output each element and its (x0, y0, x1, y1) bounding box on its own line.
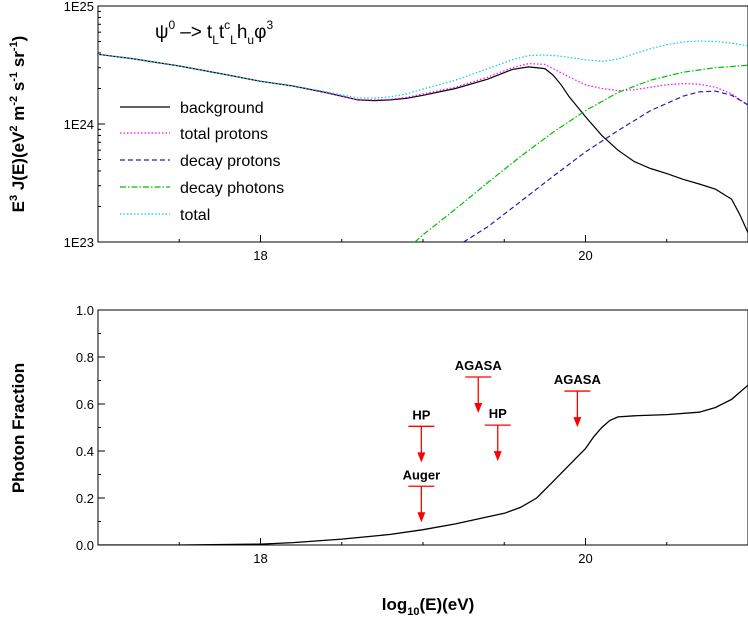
bottom-y-axis-title: Photon Fraction (9, 363, 28, 493)
bottom-x-tick-label: 20 (578, 551, 592, 566)
series-line-decay-photons (414, 64, 748, 242)
top-panel: 18 20 1E23 1E24 1E25 ψ0 –> tLtcLhuφ3 backgroun… (8, 0, 748, 263)
top-y-axis-title: E3 J(E)(eV2 m-2 s-1 sr-1) (8, 36, 28, 213)
top-x-tick-label: 18 (253, 248, 267, 263)
upper-limits: Auger HP AGASA HP AGASA (403, 358, 602, 523)
upper-limit-agasa: AGASA (554, 372, 602, 428)
top-x-tick-label: 20 (578, 248, 592, 263)
upper-limit-label: HP (489, 406, 507, 421)
bottom-y-tick-label: 0.8 (76, 350, 94, 365)
upper-limit-label: Auger (403, 467, 441, 482)
top-series (98, 40, 748, 242)
top-y-tick-label: 1E25 (64, 0, 94, 14)
upper-limit-hp: HP (408, 407, 435, 463)
series-line-background (98, 53, 748, 233)
top-ticks: 18 20 1E23 1E24 1E25 (64, 0, 668, 263)
upper-limit-arrowhead (493, 451, 502, 462)
upper-limit-arrowhead (417, 452, 426, 463)
bottom-panel: 18 20 0.0 0.2 0.4 0.6 0.8 1.0 Auger HP AGASA HP AGA… (9, 303, 748, 618)
bottom-y-tick-label: 0.2 (76, 491, 94, 506)
bottom-y-tick-label: 0.6 (76, 397, 94, 412)
bottom-ticks: 18 20 0.0 0.2 0.4 0.6 0.8 1.0 (76, 303, 668, 566)
legend: background total protons decay protons d… (120, 100, 284, 224)
legend-label-background: background (180, 100, 264, 117)
top-y-tick-label: 1E24 (64, 117, 94, 132)
upper-limit-auger: Auger (403, 467, 441, 523)
bottom-y-tick-label: 1.0 (76, 303, 94, 318)
series-line-total-protons (98, 53, 748, 106)
legend-label-total: total (180, 207, 210, 224)
bottom-series (98, 384, 748, 545)
bottom-plot-frame (97, 309, 748, 546)
bottom-y-tick-label: 0.0 (76, 538, 94, 553)
process-label: ψ0 –> tLtcLhuφ3 (155, 18, 273, 47)
upper-limit-arrowhead (474, 402, 483, 413)
series-line-decay-protons (463, 90, 748, 242)
upper-limit-label: AGASA (554, 372, 602, 387)
upper-limit-arrowhead (573, 417, 582, 428)
series-line-total (98, 40, 748, 99)
bottom-y-tick-label: 0.4 (76, 444, 94, 459)
legend-label-total-protons: total protons (180, 126, 268, 143)
upper-limit-hp: HP (484, 406, 511, 462)
upper-limit-agasa: AGASA (455, 358, 503, 413)
upper-limit-label: AGASA (455, 358, 503, 373)
upper-limit-label: HP (412, 407, 430, 422)
x-axis-title: log10(E)(eV) (382, 595, 475, 618)
photon-fraction-line (98, 384, 748, 545)
bottom-x-tick-label: 18 (253, 551, 267, 566)
legend-label-decay-protons: decay protons (180, 153, 281, 170)
upper-limit-arrowhead (417, 512, 426, 523)
legend-label-decay-photons: decay photons (180, 180, 284, 197)
top-y-tick-label: 1E23 (64, 235, 94, 250)
